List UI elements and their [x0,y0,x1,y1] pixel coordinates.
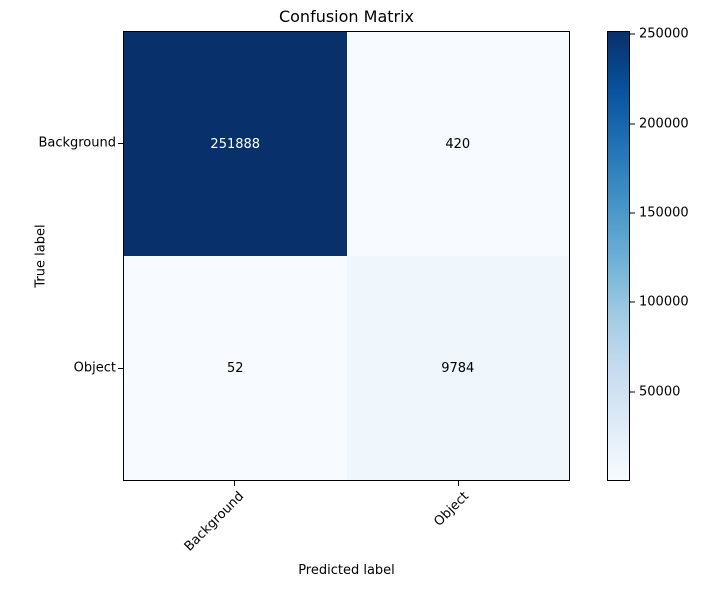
cell-value: 52 [226,360,244,376]
colorbar-tick-label: 100000 [639,294,689,310]
x-tick-mark [234,481,235,486]
heatmap-cell: 52 [124,256,347,480]
colorbar-tick: 50000 [630,384,680,399]
colorbar-tick: 150000 [630,206,689,221]
colorbar-tick-mark [630,33,635,35]
x-tick-label-object: Object [431,489,472,530]
heatmap-cell: 9784 [346,256,569,480]
colorbar-tick-label: 50000 [639,384,681,400]
heatmap-cell: 420 [346,32,569,256]
y-tick-mark [118,368,123,369]
y-tick-mark [118,143,123,144]
colorbar-tick: 250000 [630,27,689,42]
colorbar-tick-mark [630,123,635,125]
cell-value: 420 [445,136,471,152]
heatmap-cell: 251888 [124,32,347,256]
colorbar-tick: 100000 [630,295,689,310]
colorbar-tick-label: 200000 [639,116,689,132]
colorbar-tick-label: 150000 [639,205,689,221]
colorbar-tick-mark [630,212,635,214]
cell-value: 251888 [210,136,261,152]
colorbar-tick-mark [630,301,635,303]
colorbar-gradient [607,31,630,481]
cell-value: 9784 [441,360,475,376]
x-tick-label-background: Background [182,489,248,555]
chart-title: Confusion Matrix [278,7,415,26]
colorbar-tick: 200000 [630,116,689,131]
y-axis-label: True label [33,224,49,288]
x-axis-label: Predicted label [298,563,395,578]
colorbar-tick-mark [630,391,635,393]
y-tick-label-background: Background [38,135,116,151]
colorbar-tick-label: 250000 [639,26,689,42]
colorbar: 250000 200000 150000 100000 50000 [607,27,689,481]
x-tick-mark [458,481,459,486]
y-tick-label-object: Object [73,360,116,376]
heatmap: 251888 420 52 9784 [123,31,570,481]
